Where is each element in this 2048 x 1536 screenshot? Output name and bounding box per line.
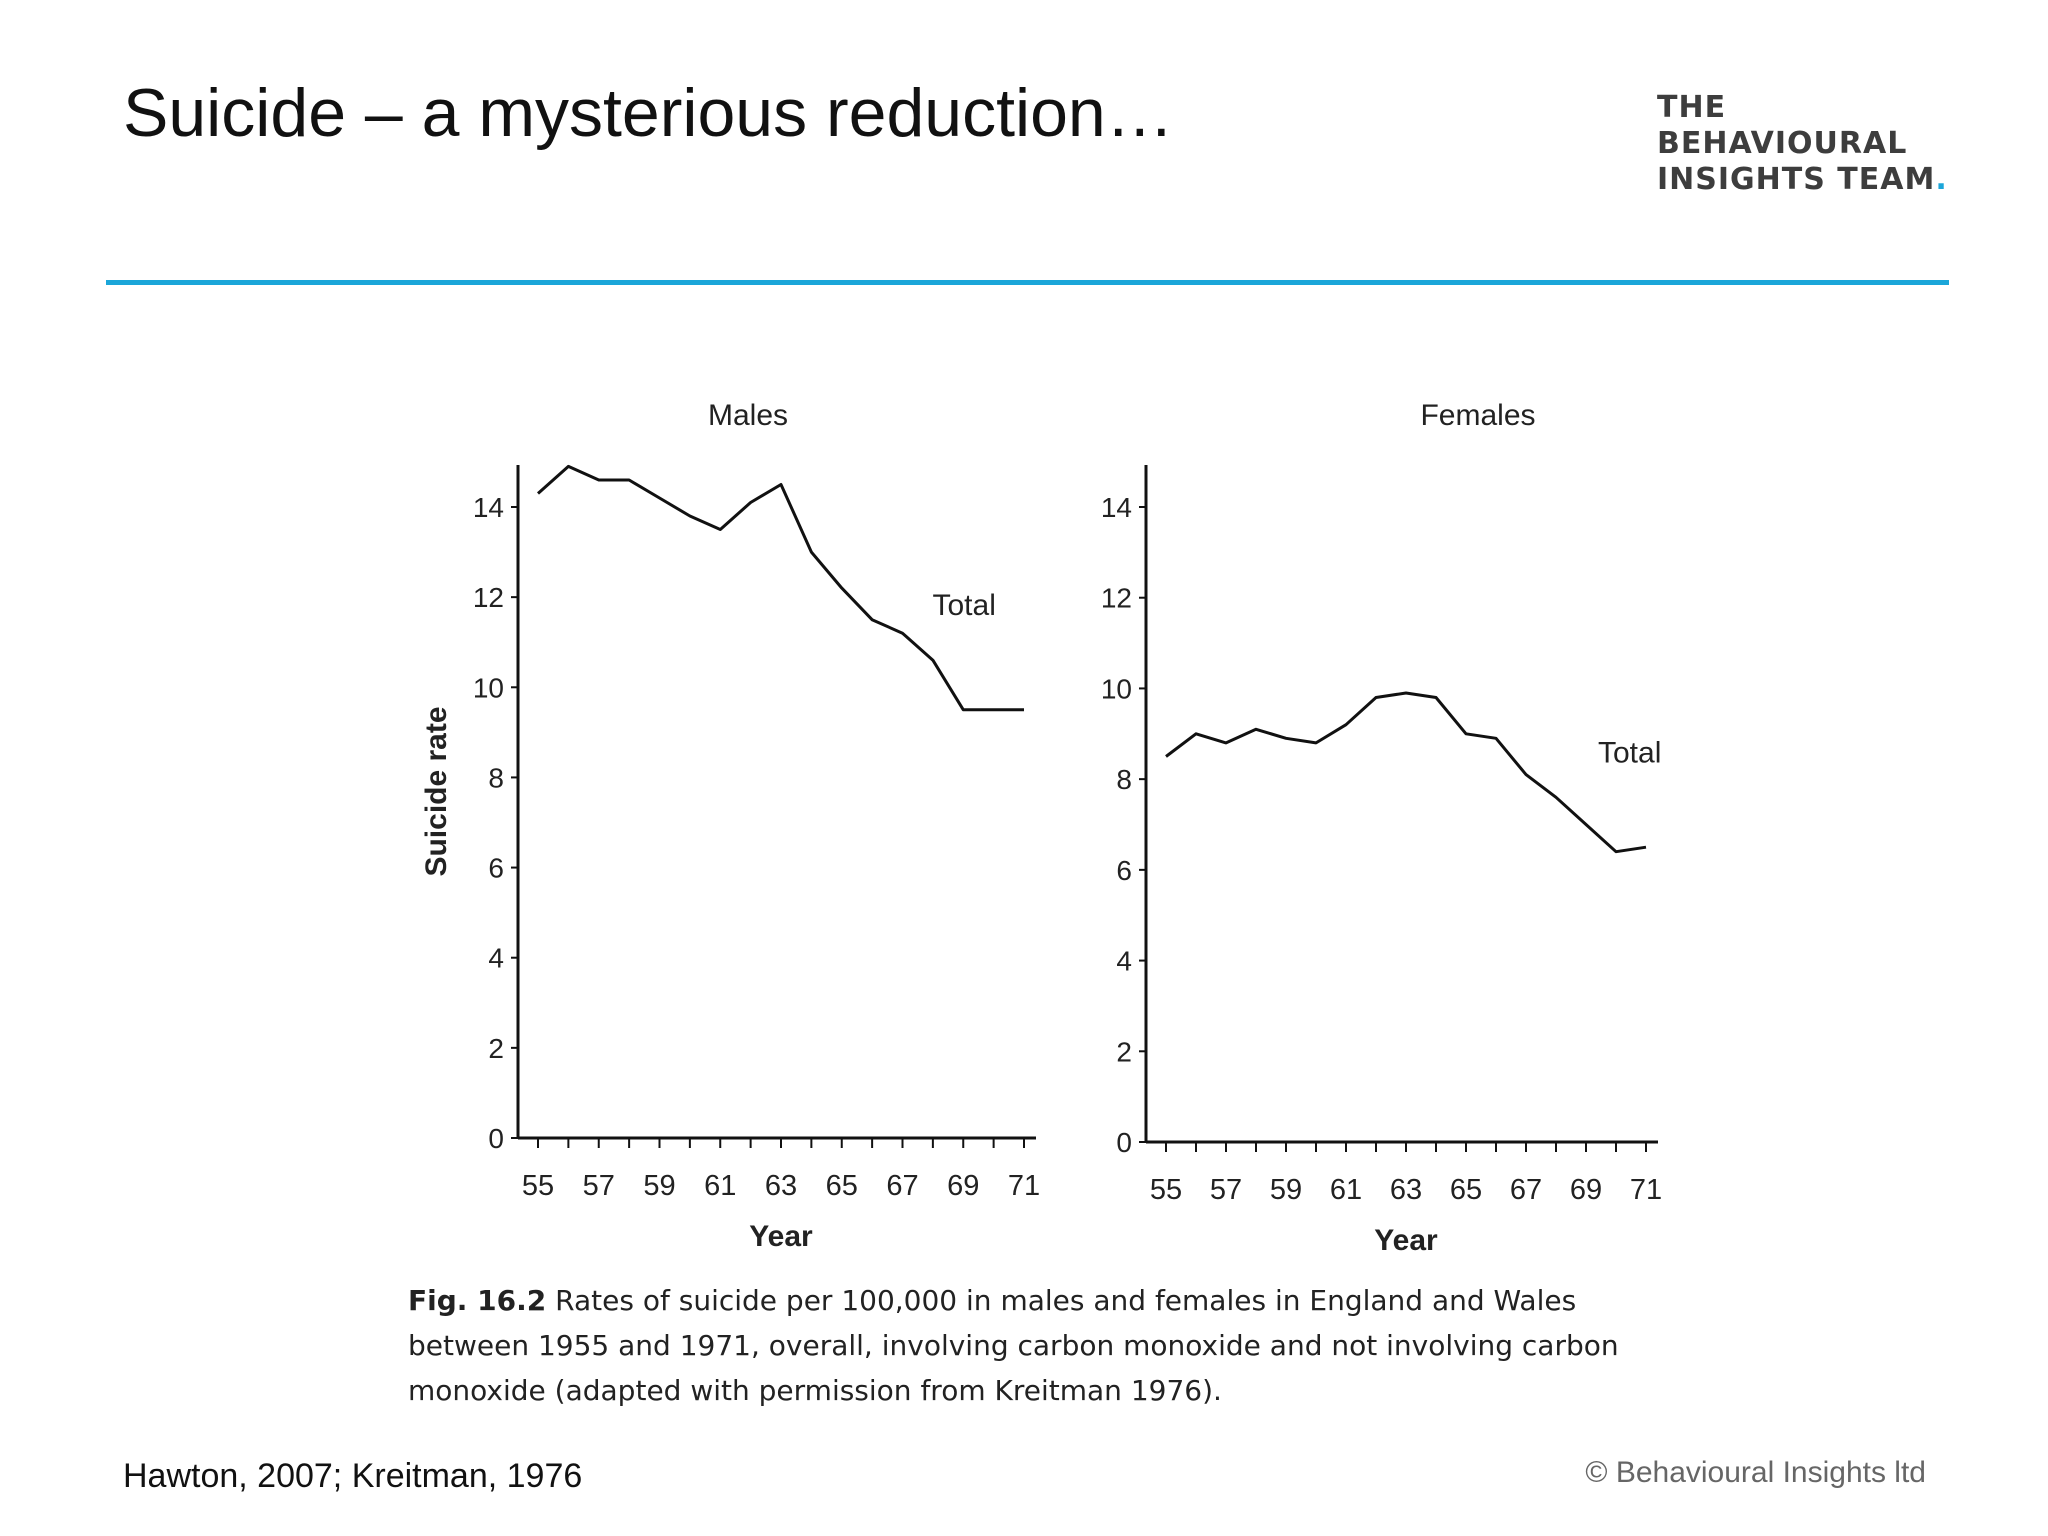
females-x-tick-label: 63 (1390, 1174, 1422, 1206)
females-x-tick-label: 61 (1330, 1174, 1362, 1206)
females-x-tick-label: 71 (1630, 1174, 1662, 1206)
females-y-tick-label: 4 (1116, 946, 1132, 977)
males-y-tick-label: 6 (488, 853, 504, 884)
males-y-tick-label: 0 (488, 1123, 504, 1154)
females-y-tick-label: 6 (1116, 855, 1132, 886)
males-x-tick-label: 71 (1008, 1170, 1040, 1202)
females-series-label: Total (1598, 737, 1661, 770)
males-x-tick-label: 57 (583, 1170, 615, 1202)
logo-line-3-text: INSIGHTS TEAM (1657, 162, 1936, 197)
logo-line-1: THE (1657, 90, 1727, 125)
males-panel-title: Males (708, 399, 788, 432)
females-x-tick-label: 59 (1270, 1174, 1302, 1206)
males-x-tick-label: 65 (826, 1170, 858, 1202)
females-y-tick-label: 14 (1101, 492, 1132, 523)
chart-svg: 0 2 4 6 8 10 12 14 55 57 59 61 63 65 67 69 71 Year Suicide… (420, 399, 1662, 1257)
females-y-tick-label: 2 (1116, 1036, 1132, 1067)
females-y-tick-label: 10 (1101, 673, 1132, 704)
bit-logo: THE BEHAVIOURAL INSIGHTS TEAM. (1657, 90, 1948, 198)
caption-text: Rates of suicide per 100,000 in males an… (408, 1284, 1619, 1407)
males-y-tick-label: 12 (473, 582, 504, 613)
males-x-tick-label: 69 (947, 1170, 979, 1202)
figure: 0 2 4 6 8 10 12 14 55 57 59 61 63 65 67 69 71 Year Suicide… (370, 360, 1680, 1410)
males-x-tick-label: 63 (765, 1170, 797, 1202)
slide-title: Suicide – a mysterious reduction… (123, 75, 1174, 151)
females-panel-title: Females (1420, 399, 1535, 432)
females-x-tick-label: 55 (1150, 1174, 1182, 1206)
females-x-tick-label: 65 (1450, 1174, 1482, 1206)
males-x-tick-label: 59 (643, 1170, 675, 1202)
males-x-tick-label: 55 (522, 1170, 554, 1202)
females-series-line-0 (1165, 691, 1647, 854)
females-y-tick-label: 8 (1116, 764, 1132, 795)
accent-rule (106, 280, 1949, 285)
males-series-label: Total (933, 589, 996, 622)
caption-label: Fig. 16.2 (408, 1284, 547, 1317)
males-y-tick-label: 10 (473, 672, 504, 703)
males-x-tick-label: 67 (886, 1170, 918, 1202)
figure-caption: Fig. 16.2 Rates of suicide per 100,000 i… (408, 1278, 1668, 1413)
males-x-tick-label: 61 (704, 1170, 736, 1202)
males-y-tick-label: 14 (473, 492, 504, 523)
males-y-tick-label: 8 (488, 762, 504, 793)
females-x-axis-title: Year (1374, 1224, 1438, 1257)
logo-line-2: BEHAVIOURAL (1657, 126, 1908, 161)
logo-line-3: INSIGHTS TEAM. (1657, 162, 1948, 198)
males-x-axis-title: Year (749, 1220, 813, 1253)
males-series-line-0 (537, 464, 1024, 712)
males-y-axis-title: Suicide rate (420, 706, 453, 876)
males-y-tick-label: 2 (488, 1033, 504, 1064)
females-x-tick-label: 57 (1210, 1174, 1242, 1206)
copyright: © Behavioural Insights ltd (1585, 1456, 1926, 1489)
females-y-tick-label: 0 (1116, 1127, 1132, 1158)
source-citation: Hawton, 2007; Kreitman, 1976 (123, 1457, 583, 1495)
females-x-tick-label: 69 (1570, 1174, 1602, 1206)
males-y-tick-label: 4 (488, 943, 504, 974)
females-y-tick-label: 12 (1101, 583, 1132, 614)
females-x-tick-label: 67 (1510, 1174, 1542, 1206)
logo-dot: . (1935, 162, 1948, 197)
